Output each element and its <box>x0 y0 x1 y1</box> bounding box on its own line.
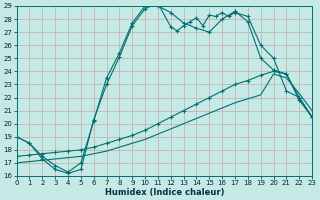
X-axis label: Humidex (Indice chaleur): Humidex (Indice chaleur) <box>105 188 224 197</box>
